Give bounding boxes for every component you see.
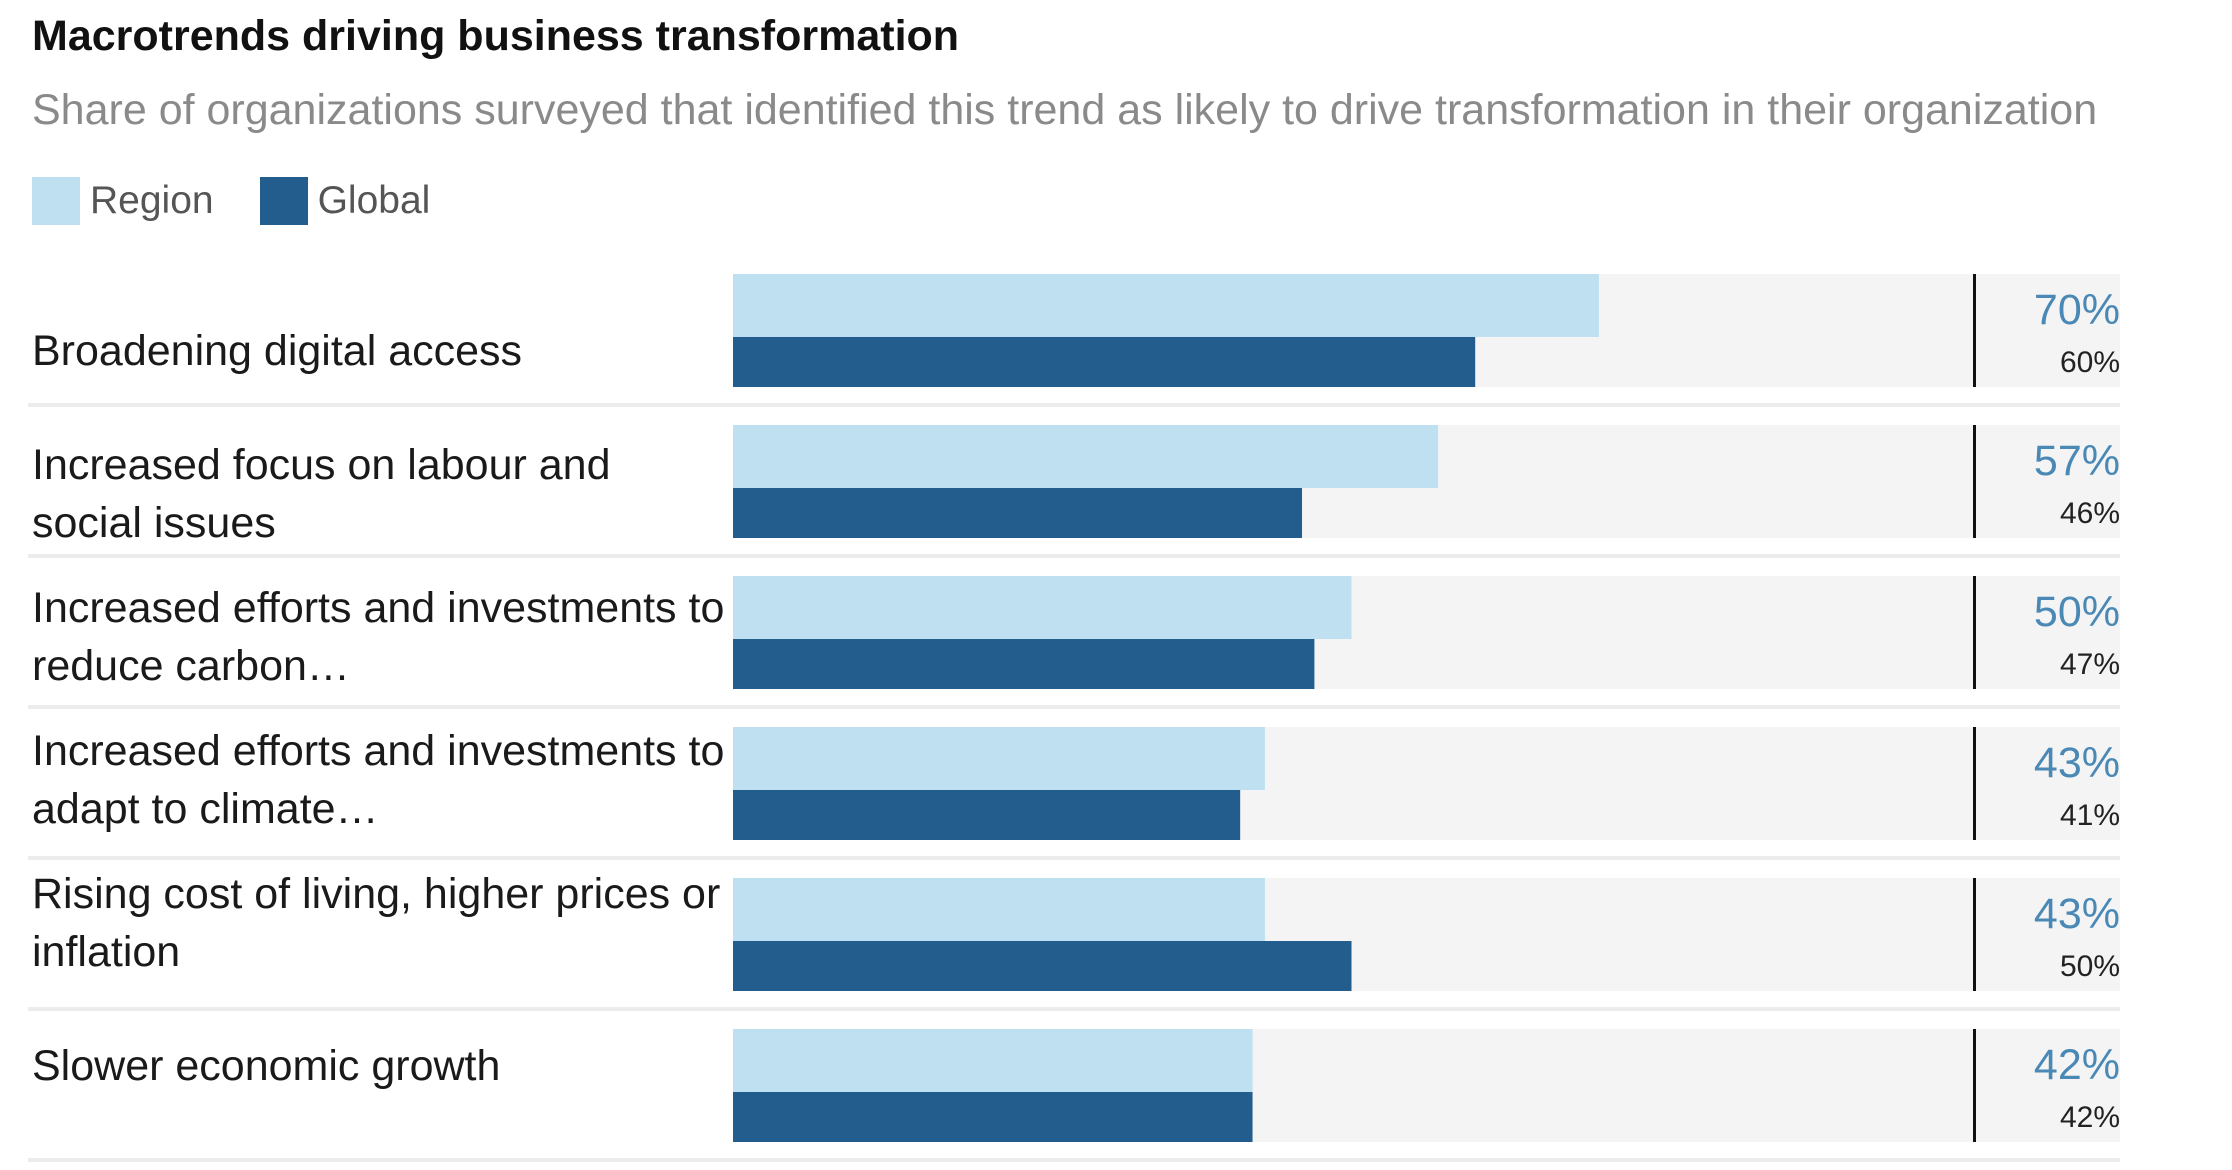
- bar-region: [733, 1029, 1253, 1092]
- bar-global: [733, 639, 1315, 689]
- value-label-global: 41%: [2060, 799, 2120, 832]
- bar-region: [733, 878, 1265, 941]
- bar-global: [733, 337, 1476, 387]
- bar-global: [733, 488, 1303, 538]
- row-separator: [28, 1007, 2120, 1011]
- bar-region: [733, 274, 1599, 337]
- category-label: Rising cost of living, higher prices or …: [32, 870, 721, 976]
- value-label-global: 50%: [2060, 950, 2120, 983]
- legend-label-global: Global: [317, 179, 431, 222]
- value-label-region: 43%: [2034, 890, 2120, 938]
- category-label: Slower economic growth: [32, 1042, 501, 1090]
- value-label-global: 60%: [2060, 346, 2120, 379]
- value-label-region: 70%: [2034, 286, 2120, 334]
- value-label-global: 46%: [2060, 497, 2120, 530]
- axis-line: [1973, 425, 1976, 538]
- bar-region: [733, 727, 1265, 790]
- row-separator: [28, 403, 2120, 407]
- legend-item-region: Region: [32, 177, 214, 225]
- axis-line: [1973, 274, 1976, 387]
- category-label: Increased efforts and investments to ada…: [32, 727, 725, 833]
- category-label: Broadening digital access: [32, 327, 523, 375]
- value-label-region: 43%: [2034, 739, 2120, 787]
- axis-line: [1973, 727, 1976, 840]
- category-label: Increased efforts and investments to red…: [32, 584, 725, 690]
- axis-line: [1973, 576, 1976, 689]
- legend: Region Global: [32, 176, 476, 226]
- legend-swatch-global: [259, 177, 308, 225]
- category-label: Increased focus on labour and social iss…: [32, 441, 611, 547]
- legend-item-global: Global: [259, 177, 431, 225]
- legend-swatch-region: [32, 177, 80, 225]
- value-label-region: 42%: [2034, 1041, 2120, 1089]
- value-label-global: 42%: [2060, 1101, 2120, 1134]
- row-separator: [28, 705, 2120, 709]
- row-separator: [28, 554, 2120, 558]
- legend-label-region: Region: [90, 179, 214, 222]
- value-label-region: 50%: [2034, 588, 2120, 636]
- bar-region: [733, 576, 1352, 639]
- axis-line: [1973, 878, 1976, 991]
- bar-global: [733, 790, 1241, 840]
- value-label-global: 47%: [2060, 648, 2120, 681]
- chart-subtitle: Share of organizations surveyed that ide…: [32, 86, 2098, 134]
- bar-global: [733, 1092, 1253, 1142]
- bar-region: [733, 425, 1439, 488]
- value-label-region: 57%: [2034, 437, 2120, 485]
- chart-title: Macrotrends driving business transformat…: [32, 12, 960, 60]
- bar-global: [733, 941, 1352, 991]
- row-separator: [28, 856, 2120, 860]
- axis-line: [1973, 1029, 1976, 1142]
- row-separator: [28, 1158, 2120, 1162]
